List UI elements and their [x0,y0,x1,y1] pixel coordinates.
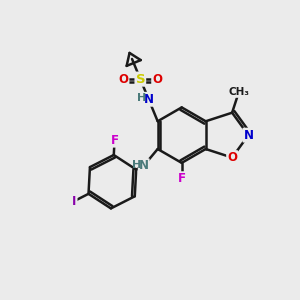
Text: S: S [136,73,145,85]
Text: H: H [132,160,141,170]
Text: I: I [72,194,76,208]
Text: O: O [118,73,128,85]
Text: O: O [152,73,162,85]
Text: CH₃: CH₃ [228,87,249,97]
Text: H: H [137,93,146,103]
Text: N: N [243,129,254,142]
Text: N: N [139,159,149,172]
Text: O: O [227,151,237,164]
Text: N: N [144,93,154,106]
Text: F: F [111,134,119,147]
Text: F: F [178,172,186,185]
